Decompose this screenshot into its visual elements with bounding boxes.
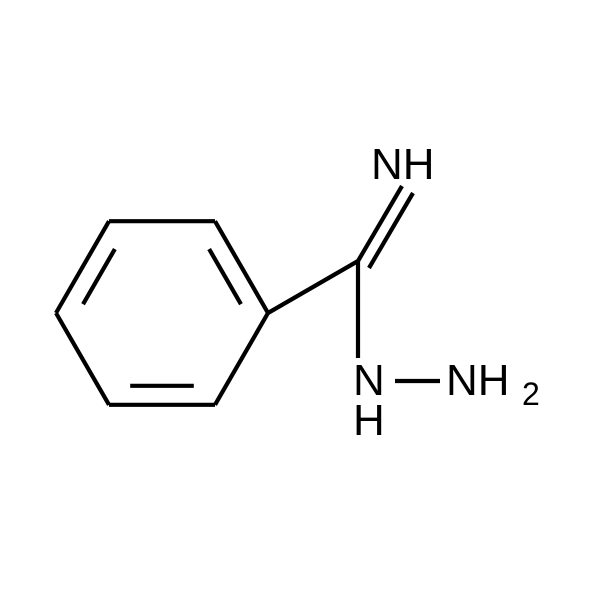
- molecule-diagram: NHNHNH2: [0, 0, 600, 600]
- svg-text:H: H: [353, 396, 385, 445]
- svg-text:NH: NH: [446, 356, 510, 405]
- svg-text:NH: NH: [371, 140, 435, 189]
- svg-text:2: 2: [522, 376, 540, 412]
